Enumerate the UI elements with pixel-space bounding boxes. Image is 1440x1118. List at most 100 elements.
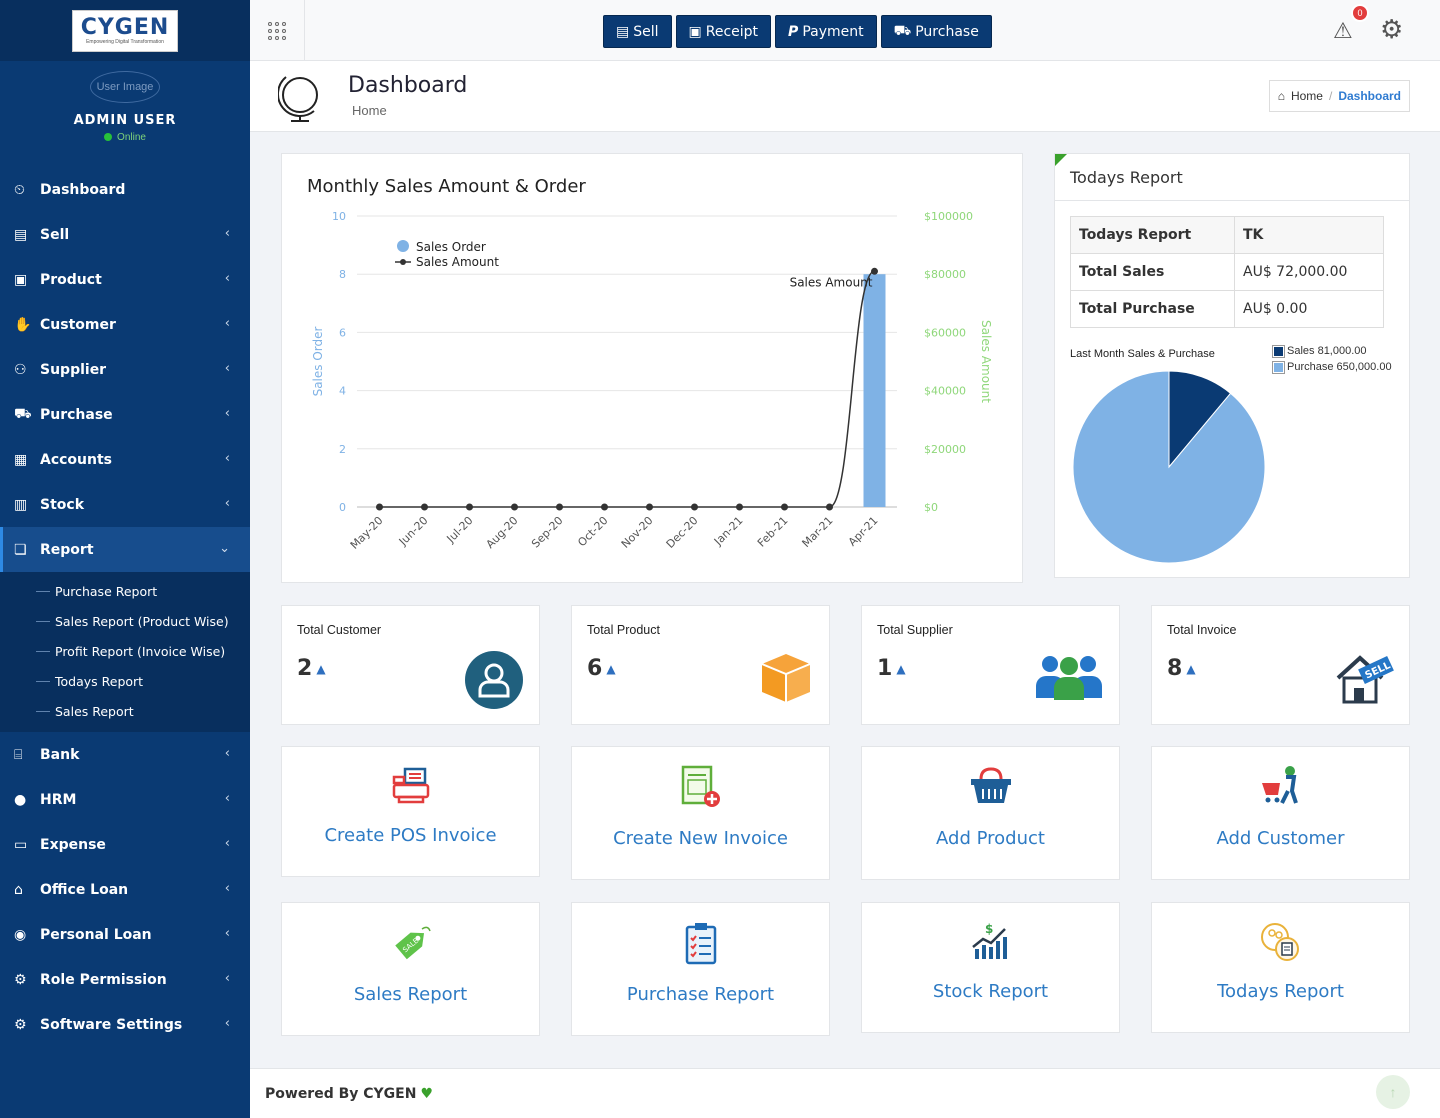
pos-icon: ▤ — [14, 226, 28, 243]
alert-icon[interactable]: ⚠ — [1333, 18, 1353, 43]
sidebar-item-software-settings[interactable]: ⚙ Software Settings ‹ — [0, 1002, 250, 1047]
breadcrumb: ⌂ Home / Dashboard — [1268, 80, 1410, 112]
user-status: Online — [0, 132, 250, 143]
y-right-axis-title: Sales Amount — [979, 320, 993, 403]
sidebar-item-office-loan[interactable]: ⌂ Office Loan ‹ — [0, 867, 250, 912]
todays-report-card[interactable]: Todays Report — [1151, 902, 1410, 1033]
submenu-item-sales-report[interactable]: Sales Report — [0, 696, 250, 726]
chevron-left-icon: ‹ — [224, 881, 230, 896]
stat-card-total-invoice[interactable]: Total Invoice 8 ▲ SELL — [1151, 605, 1410, 725]
top-bar: ▤ Sell ▣ Receipt P Payment ⛟ Purchase ⚠ 0 ⚙ — [250, 0, 1440, 61]
stat-label: Total Customer — [297, 623, 382, 637]
sidebar-item-customer[interactable]: ✋ Customer ‹ — [0, 302, 250, 347]
add-customer-card[interactable]: Add Customer — [1151, 746, 1410, 880]
gear-icon: ⚙ — [14, 1016, 27, 1033]
x-tick-label: Jun-20 — [396, 514, 431, 549]
stat-card-total-customer[interactable]: Total Customer 2 ▲ — [281, 605, 540, 725]
chevron-down-icon: ⌄ — [219, 541, 230, 556]
stock-chart-icon: $ — [971, 922, 1007, 959]
scroll-to-top-button[interactable]: ↑ — [1376, 1075, 1410, 1109]
table-row: Todays Report TK — [1070, 216, 1384, 254]
submenu-item-purchase-report[interactable]: Purchase Report — [0, 576, 250, 606]
sidebar-item-label: Sell — [40, 226, 70, 243]
stat-card-total-product[interactable]: Total Product 6 ▲ — [571, 605, 830, 725]
sidebar-item-personal-loan[interactable]: ◉ Personal Loan ‹ — [0, 912, 250, 957]
payment-button[interactable]: P Payment — [775, 15, 877, 48]
point-sales-amount — [781, 503, 788, 511]
stat-number: 1 — [877, 656, 893, 681]
sidebar-item-dashboard[interactable]: ⏲ Dashboard — [0, 167, 250, 212]
add-product-card[interactable]: Add Product — [861, 746, 1120, 880]
sidebar-item-accounts[interactable]: ▦ Accounts ‹ — [0, 437, 250, 482]
x-tick-label: Jan-21 — [711, 514, 746, 549]
sidebar-item-bank[interactable]: ⌸ Bank ‹ — [0, 732, 250, 777]
sidebar-item-label: Role Permission — [40, 971, 167, 988]
point-sales-amount — [601, 503, 608, 511]
brand-logo[interactable]: CYGEN Empowering Digital Transformation — [72, 9, 178, 52]
action-label: Create POS Invoice — [324, 825, 497, 846]
sell-button[interactable]: ▤ Sell — [603, 15, 672, 48]
submenu-item-todays-report[interactable]: Todays Report — [0, 666, 250, 696]
logo-bar: CYGEN Empowering Digital Transformation — [0, 0, 250, 61]
sidebar-item-hrm[interactable]: ● HRM ‹ — [0, 777, 250, 822]
point-sales-amount — [376, 503, 383, 511]
sidebar-item-expense[interactable]: ▭ Expense ‹ — [0, 822, 250, 867]
user-status-text: Online — [117, 132, 146, 143]
chevron-left-icon: ‹ — [224, 226, 230, 241]
x-tick-label: Aug-20 — [484, 514, 521, 551]
apps-grid-button[interactable] — [250, 0, 305, 61]
table-cell: TK — [1234, 216, 1384, 254]
point-sales-amount — [511, 503, 518, 511]
chevron-left-icon: ‹ — [224, 496, 230, 511]
stat-number: 6 — [587, 656, 603, 681]
purchase-report-card[interactable]: Purchase Report — [571, 902, 830, 1036]
x-tick-label: Oct-20 — [575, 514, 610, 549]
sidebar-item-stock[interactable]: ▥ Stock ‹ — [0, 482, 250, 527]
breadcrumb-home[interactable]: Home — [1290, 89, 1323, 103]
point-sales-amount — [556, 503, 563, 511]
avatar: User Image — [90, 71, 160, 103]
sidebar-item-report[interactable]: ❏ Report ⌄ — [0, 527, 250, 572]
bank-icon: ⌸ — [14, 746, 23, 763]
breadcrumb-separator: / — [1328, 89, 1333, 103]
sidebar-item-label: Customer — [40, 316, 116, 333]
y-tick-label: 10 — [332, 210, 346, 223]
sidebar-item-label: Report — [40, 541, 94, 558]
user-icon: ⚇ — [14, 361, 27, 378]
cart-icon: ⛟ — [893, 22, 912, 39]
sidebar-item-sell[interactable]: ▤ Sell ‹ — [0, 212, 250, 257]
sales-purchase-pie-chart — [1072, 370, 1266, 564]
person-icon: ● — [14, 791, 27, 808]
submenu-item-sales-report-product-wise[interactable]: Sales Report (Product Wise) — [0, 606, 250, 636]
footer-text: Powered By CYGEN — [265, 1085, 417, 1102]
sidebar-item-product[interactable]: ▣ Product ‹ — [0, 257, 250, 302]
trend-up-icon: ▲ — [316, 662, 326, 676]
stock-report-card[interactable]: $ Stock Report — [861, 902, 1120, 1033]
create-new-invoice-card[interactable]: Create New Invoice — [571, 746, 830, 880]
chevron-left-icon: ‹ — [224, 451, 230, 466]
monthly-sales-chart-panel: Monthly Sales Amount & Order 0 2 4 6 8 10 $0 $2… — [281, 153, 1023, 583]
credit-card-icon: ▭ — [14, 836, 28, 853]
settings-gear-icon[interactable]: ⚙ — [1380, 14, 1404, 44]
action-label: Create New Invoice — [613, 828, 788, 849]
create-pos-invoice-card[interactable]: Create POS Invoice — [281, 746, 540, 877]
pos-register-icon — [392, 767, 429, 804]
legend-label: Sales Amount — [416, 255, 499, 269]
divider — [1055, 200, 1409, 201]
sell-house-icon: SELL — [1336, 655, 1394, 704]
user-panel: User Image ADMIN USER Online — [0, 61, 250, 167]
sidebar-item-purchase[interactable]: ⛟ Purchase ‹ — [0, 392, 250, 437]
sidebar-item-label: Software Settings — [40, 1016, 183, 1033]
submenu-item-profit-report[interactable]: Profit Report (Invoice Wise) — [0, 636, 250, 666]
sales-report-card[interactable]: SALE Sales Report — [281, 902, 540, 1036]
purchase-button[interactable]: ⛟ Purchase — [880, 15, 992, 48]
legend-swatch — [1272, 360, 1285, 374]
pos-icon: ▤ — [616, 23, 630, 40]
dashboard-icon: ⏲ — [14, 181, 25, 198]
sidebar-nav: ⏲ Dashboard ▤ Sell ‹ ▣ Product ‹ ✋ Customer ‹ ⚇… — [0, 167, 250, 1047]
sidebar-item-role-permission[interactable]: ⚙ Role Permission ‹ — [0, 957, 250, 1002]
pie-chart-title: Last Month Sales & Purchase — [1070, 348, 1215, 360]
sidebar-item-supplier[interactable]: ⚇ Supplier ‹ — [0, 347, 250, 392]
receipt-button[interactable]: ▣ Receipt — [675, 15, 772, 48]
stat-card-total-supplier[interactable]: Total Supplier 1 ▲ — [861, 605, 1120, 725]
